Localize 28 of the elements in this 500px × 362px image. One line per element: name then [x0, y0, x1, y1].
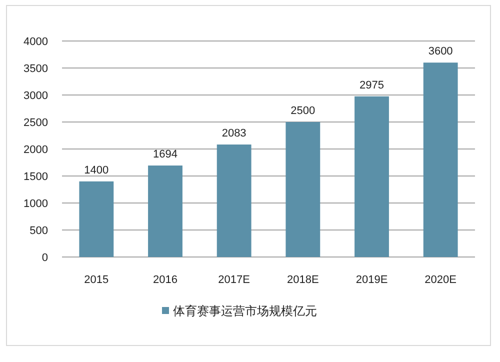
y-tick-label: 4000 [24, 36, 48, 48]
x-tick-label: 2016 [153, 274, 178, 286]
y-tick-label: 2000 [24, 144, 48, 156]
bar [79, 181, 114, 257]
y-tick-label: 500 [30, 225, 48, 237]
x-tick-label: 2019E [356, 274, 388, 286]
y-tick-label: 0 [42, 252, 48, 264]
bar [148, 166, 182, 257]
x-tick-label: 2017E [218, 274, 250, 286]
x-tick-label: 2018E [287, 274, 319, 286]
legend-label: 体育赛事运营市场规模亿元 [173, 304, 317, 318]
y-tick-label: 3000 [24, 90, 48, 102]
data-label: 3600 [428, 46, 453, 58]
y-tick-label: 1000 [24, 198, 48, 210]
data-label: 2500 [290, 105, 316, 117]
y-tick-label: 2500 [24, 117, 48, 129]
data-label: 1400 [84, 164, 109, 176]
data-label: 1694 [153, 148, 178, 161]
y-tick-label: 3500 [24, 63, 48, 75]
bar [216, 144, 252, 257]
x-tick-label: 2020E [424, 274, 456, 286]
bar [354, 96, 389, 257]
x-tick-label: 2015 [84, 274, 109, 286]
y-tick-label: 1500 [24, 171, 48, 183]
bar [286, 122, 320, 257]
bar [423, 62, 458, 257]
data-label: 2975 [360, 79, 384, 92]
data-label: 2083 [222, 128, 246, 140]
